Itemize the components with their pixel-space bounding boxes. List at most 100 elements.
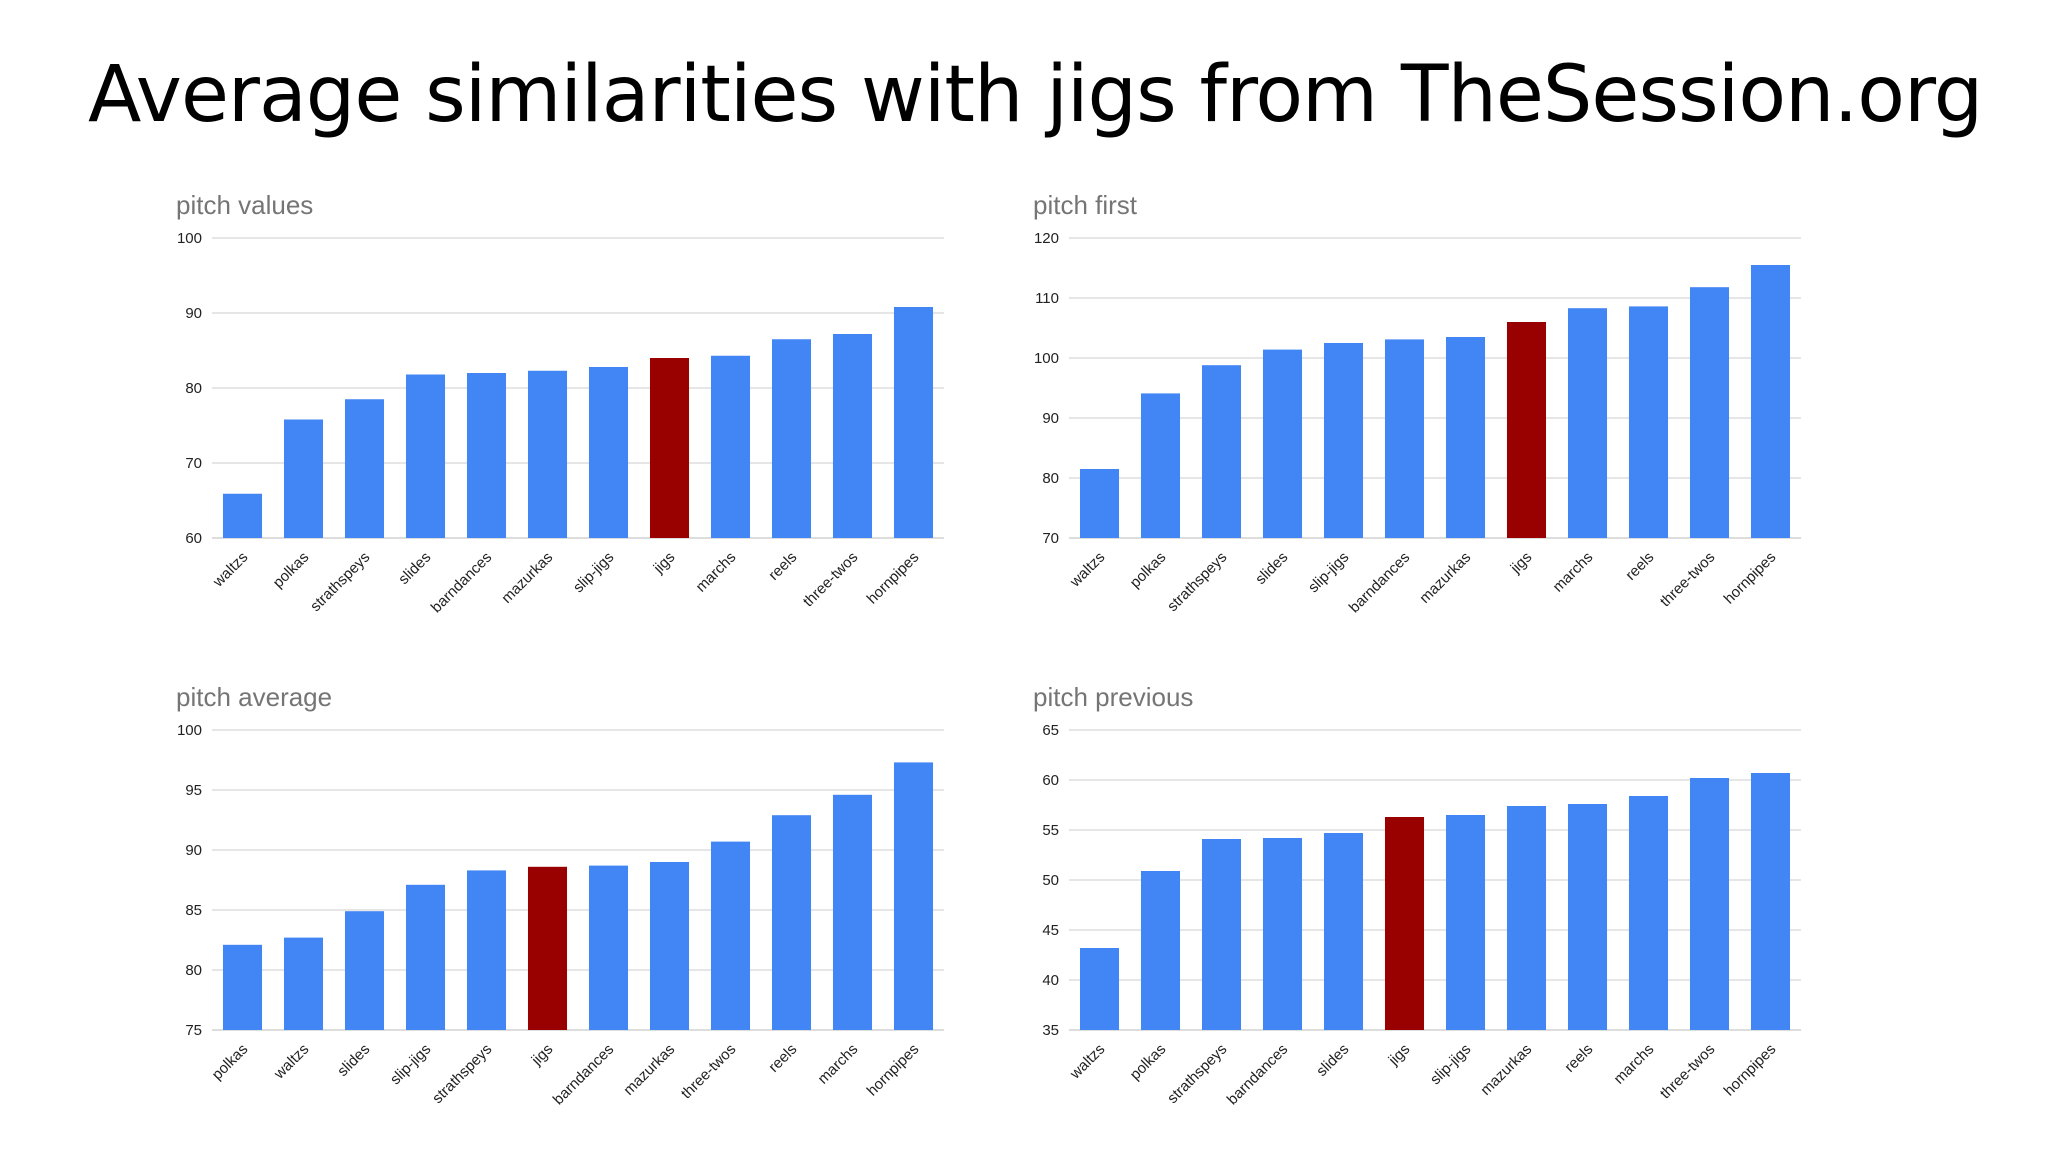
bar-marchs [1567, 308, 1608, 538]
x-tick-label: marchs [1550, 549, 1597, 596]
chart-pitch-average: pitch average 75 80 85 90 95 100 polkas waltzs s… [174, 682, 974, 1162]
x-tick-label: polkas [209, 1041, 252, 1084]
x-tick-label: waltzs [1066, 1041, 1108, 1083]
x-tick-label: strathspeys [429, 1041, 495, 1107]
slide-title: Average similarities with jigs from TheS… [88, 50, 1983, 140]
x-tick-label: three-twos [678, 1041, 740, 1103]
bar-waltzs [1079, 948, 1120, 1030]
y-tick-label: 90 [185, 842, 202, 859]
x-tick-label: waltzs [1066, 549, 1108, 591]
bar-strathspeys [466, 870, 507, 1030]
y-tick-label: 50 [1042, 872, 1059, 889]
x-tick-label: slides [395, 549, 434, 588]
y-tick-label: 90 [185, 305, 202, 322]
y-tick-label: 100 [177, 722, 202, 739]
bar-barndances [1262, 838, 1303, 1030]
x-tick-label: three-twos [800, 549, 862, 611]
y-tick-label: 110 [1035, 290, 1059, 307]
bar-marchs [710, 355, 751, 538]
chart-title: pitch average [176, 682, 333, 712]
x-tick-label: polkas [1127, 549, 1170, 592]
bar-hornpipes [1750, 265, 1791, 538]
bar-polkas [1140, 871, 1181, 1030]
x-tick-label: hornpipes [1721, 1041, 1780, 1100]
bar-barndances [1384, 339, 1425, 538]
y-tick-label: 80 [185, 380, 202, 397]
y-tick-label: 80 [1042, 470, 1059, 487]
x-tick-label: jigs [528, 1041, 557, 1070]
bar-slides [344, 911, 385, 1030]
x-tick-label: mazurkas [1477, 1041, 1535, 1099]
x-tick-label: strathspeys [1164, 549, 1230, 615]
bar-mazurkas [527, 370, 568, 538]
bar-polkas [222, 944, 263, 1030]
y-tick-label: 70 [185, 455, 202, 472]
x-tick-label: strathspeys [1164, 1041, 1230, 1107]
x-tick-label: slides [334, 1041, 373, 1080]
chart-title: pitch first [1033, 190, 1138, 220]
y-tick-label: 70 [1042, 530, 1059, 547]
bar-slip-jigs [1445, 815, 1486, 1030]
bar-slip-jigs [405, 884, 446, 1030]
chart-title: pitch previous [1033, 682, 1194, 712]
x-tick-label: slip-jigs [1305, 549, 1352, 596]
x-tick-label: slip-jigs [387, 1041, 434, 1088]
bar-strathspeys [1201, 839, 1242, 1030]
chart-pitch-first: pitch first 70 80 90 100 110 120 waltzs polkas s… [1031, 190, 1831, 670]
bar-slip-jigs [1323, 343, 1364, 538]
x-tick-label: reels [1561, 1041, 1596, 1076]
x-tick-label: hornpipes [864, 1041, 923, 1100]
x-tick-label: three-twos [1657, 1041, 1719, 1103]
bar-hornpipes [893, 762, 934, 1030]
bar-waltzs [222, 493, 263, 538]
x-tick-label: slides [1252, 549, 1291, 588]
y-tick-label: 85 [185, 902, 202, 919]
bar-waltzs [1079, 469, 1120, 538]
x-tick-label: reels [765, 1041, 800, 1076]
bar-mazurkas [1506, 806, 1547, 1030]
bar-three-twos [832, 334, 873, 538]
y-tick-label: 80 [185, 962, 202, 979]
bar-mazurkas [1445, 337, 1486, 538]
y-tick-label: 90 [1042, 410, 1059, 427]
bar-waltzs [283, 937, 324, 1030]
x-tick-label: mazurkas [620, 1041, 678, 1099]
x-tick-label: slides [1313, 1041, 1352, 1080]
bar-three-twos [1689, 778, 1730, 1030]
x-tick-label: marchs [693, 549, 740, 596]
chart-plot-area: 35 40 45 50 55 60 65 waltzs polkasstrathspeysbar… [1042, 722, 1801, 1108]
x-tick-label: three-twos [1657, 549, 1719, 611]
x-tick-label: jigs [1507, 549, 1536, 578]
bar-slides [1262, 349, 1303, 538]
chart-pitch-previous: pitch previous 35 40 45 50 55 60 65 waltzs polka… [1031, 682, 1831, 1162]
bar-strathspeys [344, 399, 385, 538]
y-tick-label: 60 [1042, 772, 1059, 789]
x-tick-label: strathspeys [307, 549, 373, 615]
y-tick-label: 95 [185, 782, 202, 799]
bar-mazurkas [649, 862, 690, 1030]
x-tick-label: reels [765, 549, 800, 584]
bar-reels [771, 815, 812, 1030]
bar-marchs [1628, 796, 1669, 1030]
x-tick-label: polkas [1127, 1041, 1170, 1084]
x-tick-label: barndances [428, 549, 495, 616]
x-tick-label: jigs [650, 549, 679, 578]
bar-marchs [832, 794, 873, 1030]
bar-jigs [1506, 322, 1547, 538]
x-tick-label: barndances [1346, 549, 1413, 616]
x-tick-label: reels [1622, 549, 1657, 584]
bar-slides [405, 374, 446, 538]
bar-slides [1323, 833, 1364, 1030]
x-tick-label: waltzs [209, 549, 251, 591]
bar-polkas [1140, 393, 1181, 538]
y-tick-label: 65 [1042, 722, 1059, 739]
x-tick-label: marchs [815, 1041, 862, 1088]
chart-pitch-values: pitch values 60 70 80 90 100 waltzs polkas stra… [174, 190, 974, 670]
bar-strathspeys [1201, 365, 1242, 538]
x-tick-label: waltzs [270, 1041, 312, 1083]
bar-jigs [527, 866, 568, 1030]
y-tick-label: 35 [1042, 1022, 1059, 1039]
bar-reels [1628, 306, 1669, 538]
x-tick-label: hornpipes [1721, 549, 1780, 608]
